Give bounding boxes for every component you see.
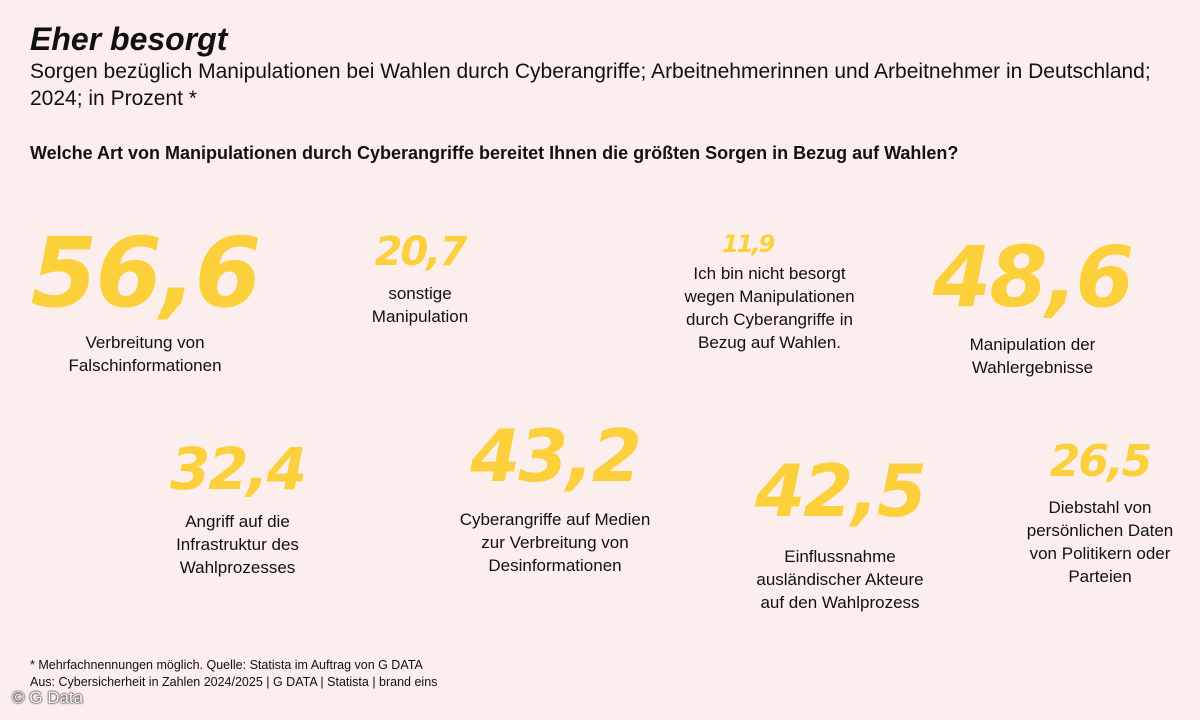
stat-label: Verbreitung von Falschinformationen — [68, 333, 222, 375]
footnote-line-1: * Mehrfachnennungen möglich. Quelle: Sta… — [30, 658, 423, 672]
stat-item: 42,5 Einflussnahme ausländischer Akteure… — [735, 455, 945, 614]
source-note: * Mehrfachnennungen möglich. Quelle: Sta… — [30, 657, 437, 691]
footnote-line-2: Aus: Cybersicherheit in Zahlen 2024/2025… — [30, 675, 438, 689]
chart-title: Eher besorgt — [30, 21, 228, 57]
stat-label: Diebstahl von persönlichen Daten von Pol… — [1026, 498, 1174, 586]
stat-label: Cyberangriffe auf Medien zur Verbreitung… — [459, 510, 651, 575]
stat-value: 48,6 — [932, 228, 1134, 326]
stat-label: Angriff auf die Infrastruktur des Wahlpr… — [176, 512, 299, 577]
stat-label: Einflussnahme ausländischer Akteure auf … — [756, 547, 924, 612]
survey-question: Welche Art von Manipulationen durch Cybe… — [30, 143, 959, 163]
stat-value: 20,7 — [374, 229, 468, 275]
stat-value: 11,9 — [722, 230, 775, 258]
stat-item: 56,6 Verbreitung von Falschinformationen — [20, 225, 270, 377]
stat-item: 26,5 Diebstahl von persönlichen Daten vo… — [1005, 440, 1195, 588]
copyright-watermark: © G Data — [12, 688, 84, 707]
stat-item: 20,7 sonstige Manipulation — [345, 232, 495, 328]
stat-item: 32,4 Angriff auf die Infrastruktur des W… — [150, 440, 325, 579]
chart-subtitle: Sorgen bezüglich Manipulationen bei Wahl… — [30, 60, 1151, 110]
stat-label: Ich bin nicht besorgt wegen Manipulation… — [684, 264, 855, 352]
stat-label: Manipulation der Wahlergebnisse — [969, 335, 1096, 377]
stat-value: 26,5 — [1049, 436, 1153, 487]
stat-value: 32,4 — [169, 435, 307, 503]
stat-item: 48,6 Manipulation der Wahlergebnisse — [920, 235, 1145, 379]
stat-item: 43,2 Cyberangriffe auf Medien zur Verbre… — [440, 420, 670, 577]
stat-value: 42,5 — [755, 449, 927, 533]
stat-item: 11,9 Ich bin nicht besorgt wegen Manipul… — [672, 232, 867, 354]
stat-value: 56,6 — [30, 217, 262, 329]
stat-value: 43,2 — [470, 414, 642, 498]
stat-label: sonstige Manipulation — [371, 284, 469, 326]
